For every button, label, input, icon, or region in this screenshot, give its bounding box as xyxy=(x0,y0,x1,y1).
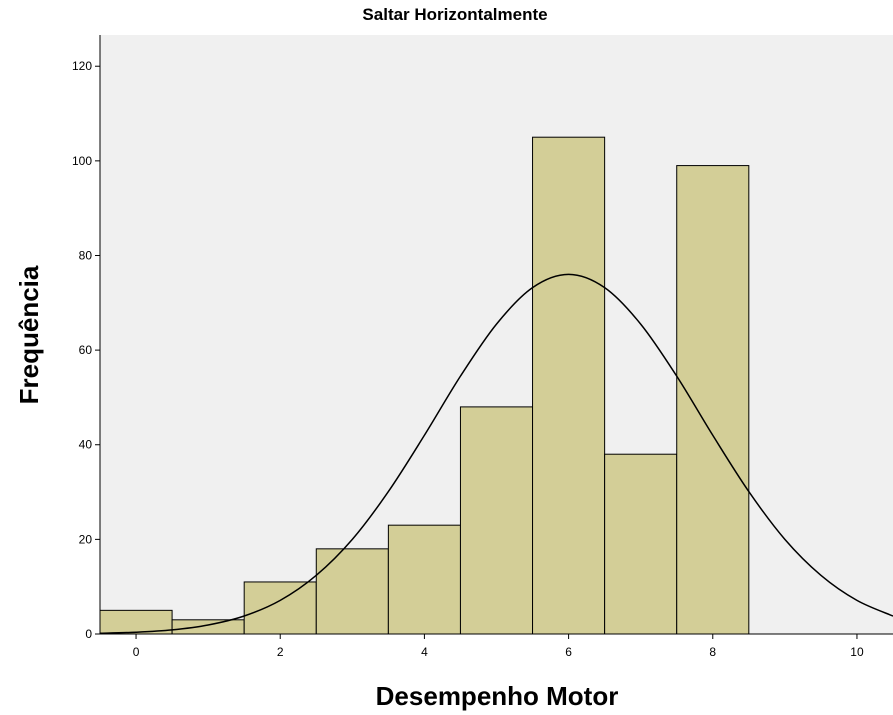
y-tick-label: 20 xyxy=(79,532,93,546)
y-tick-label: 80 xyxy=(79,248,93,262)
y-axis-label: Frequência xyxy=(14,265,44,404)
x-tick-label: 2 xyxy=(277,645,284,659)
chart-title: Saltar Horizontalmente xyxy=(362,5,547,24)
x-tick-label: 6 xyxy=(565,645,572,659)
normal-curve xyxy=(99,273,893,635)
x-tick-label: 0 xyxy=(133,645,140,659)
bar xyxy=(315,548,389,635)
y-tick-label: 120 xyxy=(72,59,92,73)
x-axis-label: Desempenho Motor xyxy=(376,681,619,711)
bar xyxy=(459,406,534,635)
y-tick-label: 40 xyxy=(79,438,93,452)
bar xyxy=(171,619,245,635)
y-tick-label: 100 xyxy=(72,154,92,168)
bar xyxy=(676,165,750,635)
bar xyxy=(387,524,461,635)
x-tick-label: 8 xyxy=(709,645,716,659)
bar xyxy=(243,581,317,635)
bar xyxy=(604,453,678,635)
x-tick-label: 4 xyxy=(421,645,428,659)
y-tick-label: 0 xyxy=(85,627,92,641)
bar xyxy=(532,136,606,635)
y-tick-label: 60 xyxy=(79,343,93,357)
x-tick-label: 10 xyxy=(850,645,864,659)
